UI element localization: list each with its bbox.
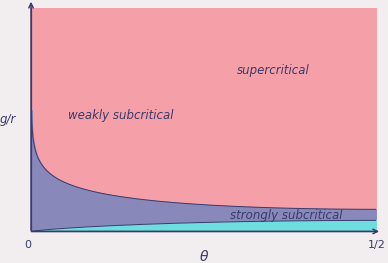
Text: θ: θ [199,250,208,263]
Text: supercritical: supercritical [236,64,309,77]
Text: 1/2: 1/2 [367,240,385,250]
Text: strongly subcritical: strongly subcritical [230,209,343,222]
Text: 0: 0 [24,240,31,250]
Text: weakly subcritical: weakly subcritical [68,109,173,122]
Text: g/r: g/r [0,113,16,126]
